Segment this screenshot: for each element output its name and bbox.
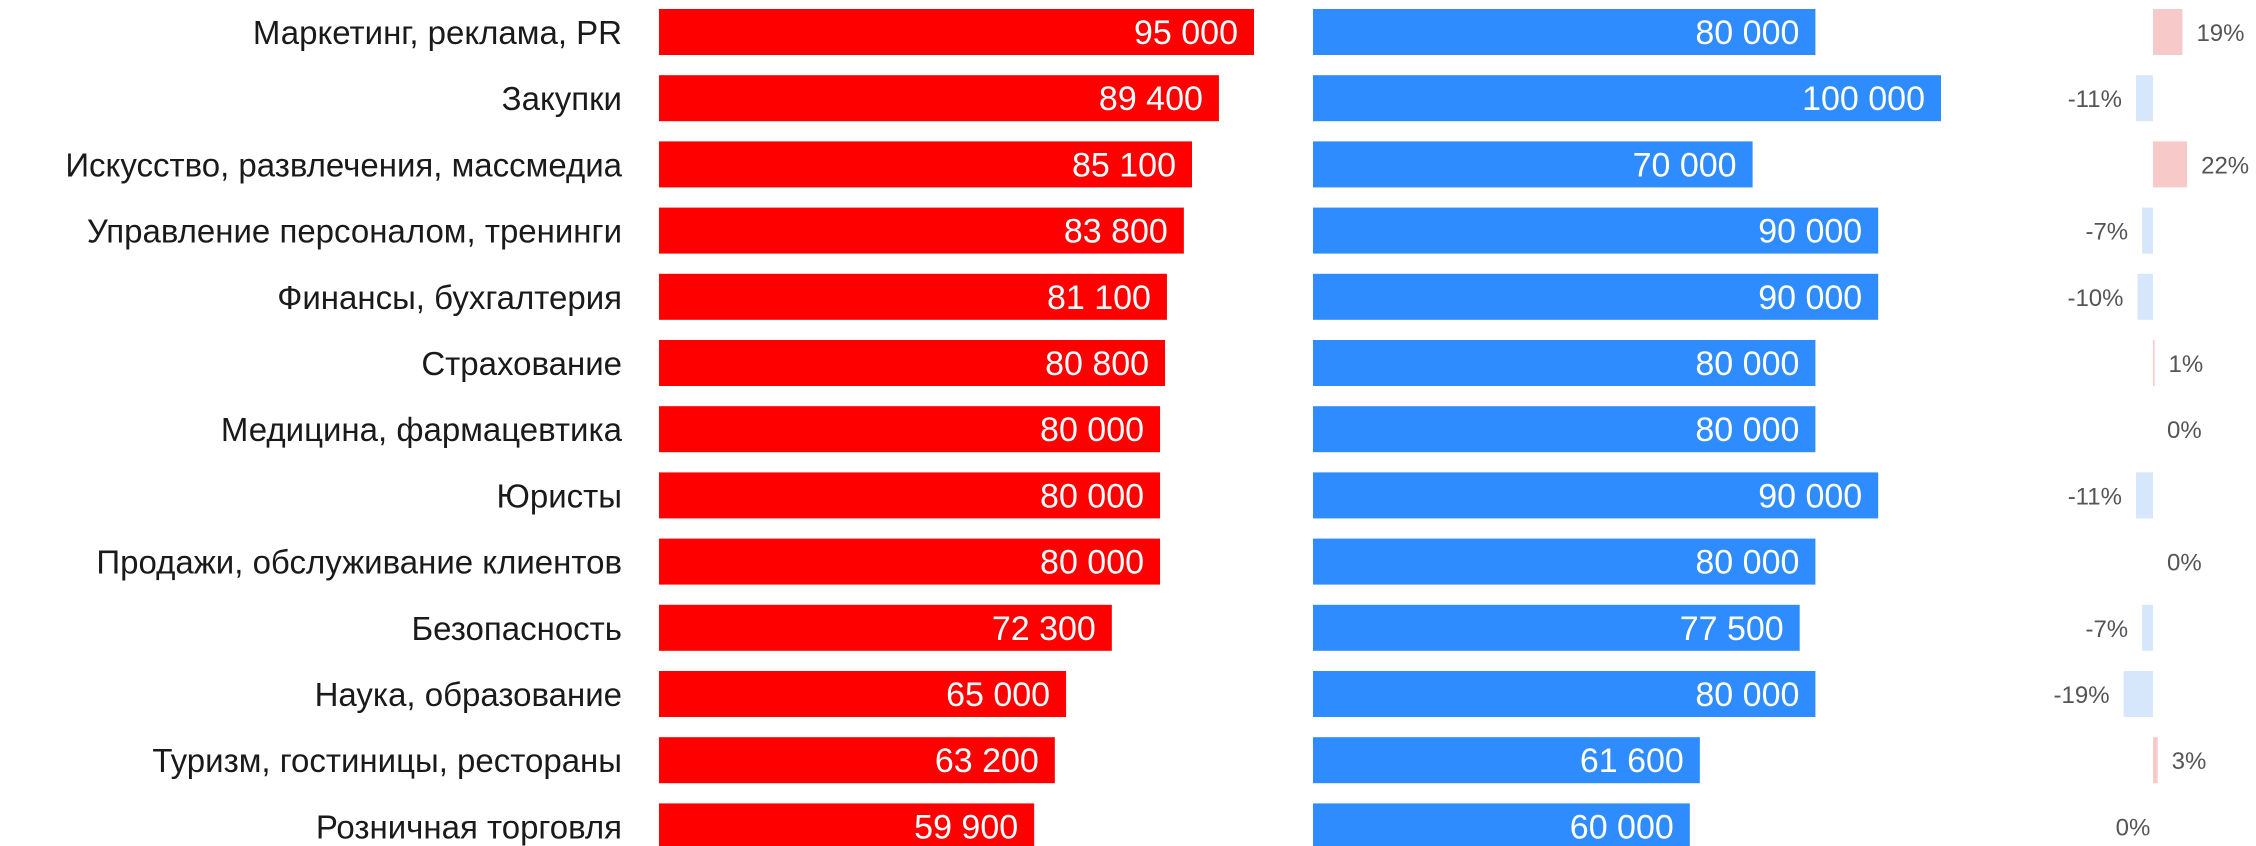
bar-value-label-series-1: 72 300: [992, 610, 1096, 648]
bar-value-label-series-1: 80 800: [1045, 345, 1149, 383]
bar-series-2: [1313, 472, 1879, 519]
diff-bar: [2142, 604, 2153, 651]
diff-bar: [2153, 737, 2158, 784]
bar-series-2: [1313, 9, 1816, 55]
bar-value-label-series-2: 90 000: [1758, 477, 1862, 515]
category-label: Финансы, бухгалтерия: [277, 279, 622, 316]
diff-value-label: 3%: [2172, 748, 2207, 775]
bar-series-1: [659, 604, 1112, 651]
category-label: Маркетинг, реклама, PR: [253, 14, 622, 51]
bar-value-label-series-2: 77 500: [1680, 610, 1784, 648]
bar-value-label-series-1: 80 000: [1040, 544, 1144, 582]
diff-value-label: -7%: [2085, 219, 2128, 246]
diff-value-label: -7%: [2085, 616, 2128, 643]
bar-value-label-series-1: 85 100: [1072, 146, 1176, 184]
bar-series-1: [659, 340, 1166, 386]
category-label: Безопасность: [411, 610, 622, 647]
diff-value-label: -11%: [2068, 86, 2122, 113]
bar-value-label-series-1: 65 000: [946, 676, 1050, 714]
bar-value-label-series-1: 95 000: [1134, 14, 1238, 52]
bar-series-1: [659, 207, 1184, 254]
category-label: Юристы: [497, 477, 622, 514]
category-label: Закупки: [502, 80, 622, 117]
bar-series-2: [1313, 604, 1800, 651]
diff-value-label: 19%: [2196, 20, 2244, 47]
bar-series-2: [1313, 737, 1700, 784]
category-label: Туризм, гостиницы, рестораны: [152, 742, 622, 779]
diff-bar: [2153, 9, 2183, 55]
bar-series-2: [1313, 75, 1941, 122]
bar-series-1: [659, 141, 1192, 188]
bar-value-label-series-2: 80 000: [1695, 14, 1799, 52]
bar-value-label-series-2: 80 000: [1695, 345, 1799, 383]
bar-series-2: [1313, 671, 1816, 717]
diff-bar: [2123, 671, 2153, 717]
diff-value-label: 0%: [2167, 550, 2202, 577]
diff-value-label: 0%: [2167, 417, 2202, 444]
diff-value-label: 22%: [2201, 152, 2249, 179]
bar-value-label-series-1: 81 100: [1047, 279, 1151, 317]
bar-series-1: [659, 9, 1254, 55]
bar-value-label-series-1: 89 400: [1099, 80, 1203, 118]
diff-value-label: -10%: [2067, 285, 2123, 312]
bar-series-2: [1313, 273, 1879, 320]
category-label: Управление персоналом, тренинги: [87, 213, 622, 250]
bar-series-2: [1313, 141, 1753, 188]
bar-series-2: [1313, 803, 1690, 846]
diff-bar: [2153, 141, 2188, 188]
bar-series-2: [1313, 340, 1816, 386]
diff-bar: [2142, 207, 2153, 254]
category-label: Медицина, фармацевтика: [221, 411, 623, 448]
category-label: Продажи, обслуживание клиентов: [96, 544, 622, 581]
bar-value-label-series-2: 100 000: [1802, 80, 1925, 118]
bar-series-2: [1313, 207, 1879, 254]
bar-value-label-series-2: 70 000: [1633, 146, 1737, 184]
bar-value-label-series-1: 80 000: [1040, 477, 1144, 515]
bar-value-label-series-1: 80 000: [1040, 411, 1144, 449]
bar-value-label-series-2: 80 000: [1695, 544, 1799, 582]
category-label: Страхование: [421, 345, 622, 382]
bar-series-1: [659, 671, 1067, 717]
diff-bar: [2135, 75, 2153, 122]
bar-value-label-series-2: 80 000: [1695, 411, 1799, 449]
bar-series-1: [659, 472, 1161, 519]
bar-value-label-series-2: 90 000: [1758, 279, 1862, 317]
bar-series-1: [659, 75, 1219, 122]
diff-value-label: 0%: [2116, 814, 2151, 841]
bar-value-label-series-1: 63 200: [935, 742, 1039, 780]
diff-value-label: -19%: [2054, 682, 2110, 709]
bar-value-label-series-2: 80 000: [1695, 676, 1799, 714]
category-label: Искусство, развлечения, массмедиа: [65, 146, 622, 183]
bar-value-label-series-1: 83 800: [1064, 213, 1168, 251]
bar-series-2: [1313, 406, 1816, 453]
bar-series-1: [659, 803, 1035, 846]
diff-value-label: 1%: [2169, 351, 2204, 378]
bar-series-1: [659, 406, 1161, 453]
bar-value-label-series-2: 60 000: [1570, 808, 1674, 846]
bar-series-1: [659, 737, 1055, 784]
category-label: Наука, образование: [315, 676, 622, 713]
diff-bar: [2135, 472, 2153, 519]
diff-bar: [2153, 340, 2155, 386]
bar-value-label-series-2: 61 600: [1580, 742, 1684, 780]
diff-value-label: -11%: [2068, 483, 2122, 510]
bar-series-2: [1313, 538, 1816, 585]
bar-series-1: [659, 273, 1167, 320]
diff-bar: [2137, 273, 2153, 320]
bar-series-1: [659, 538, 1161, 585]
bar-value-label-series-1: 59 900: [914, 808, 1018, 846]
category-label: Розничная торговля: [316, 808, 622, 845]
bar-value-label-series-2: 90 000: [1758, 213, 1862, 251]
